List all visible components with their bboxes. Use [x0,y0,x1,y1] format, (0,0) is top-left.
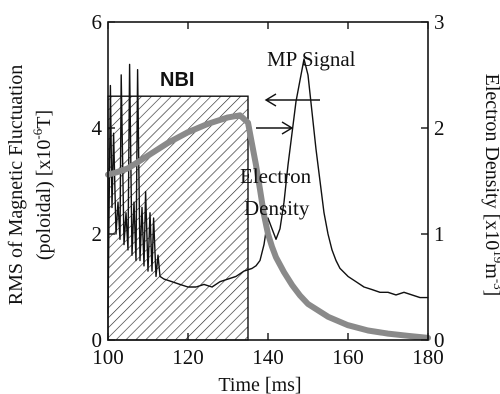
right-axis-label-end: ] [481,290,500,297]
x-axis-label: Time [ms] [218,374,301,394]
x-tick-label: 100 [92,345,124,369]
right-axis-label: Electron Density [x1019m-3] [481,74,500,297]
left-axis-label-line2-b: T] [33,110,55,129]
left-arrow [264,93,320,107]
y-right-tick-label: 1 [434,222,445,246]
right-axis-label-exp1: 19 [491,250,500,263]
y-right-tick-label: 2 [434,116,445,140]
right-arrow [256,121,294,135]
left-axis-label-line2-a: (poloidal) [x10 [33,140,55,261]
y-left-tick-label: 4 [92,116,103,140]
x-tick-label: 160 [332,345,364,369]
x-tick-label: 120 [172,345,204,369]
left-axis-label-exp: -6 [30,128,45,139]
y-right-tick-label: 3 [434,10,445,34]
electron-density-label-line2: Density [244,196,310,220]
right-axis-label-m: m [481,263,500,279]
right-axis-label-text: Electron Density [x1019m-3] [481,74,500,297]
y-left-tick-label: 6 [92,10,103,34]
electron-density-label-line1: Electron [240,164,312,188]
y-left-tick-label: 0 [92,328,103,352]
x-tick-label: 140 [252,345,284,369]
y-left-tick-label: 2 [92,222,103,246]
left-axis-label-line1: RMS of Magnetic Fluctuation [5,65,27,306]
left-axis-label: RMS of Magnetic Fluctuation (poloidal) [… [5,65,55,306]
series-electron-density-line [105,112,431,341]
right-axis-label-exp2: -3 [491,279,500,290]
right-axis-label-a: Electron Density [x10 [481,74,500,251]
series-mp-signal-line [107,58,429,315]
left-axis-label-line2: (poloidal) [x10-6T] [30,110,55,260]
x-tick-label: 180 [412,345,444,369]
mp-signal-label: MP Signal [267,47,356,71]
nbi-label: NBI [160,69,194,91]
y-right-tick-label: 0 [434,328,445,352]
